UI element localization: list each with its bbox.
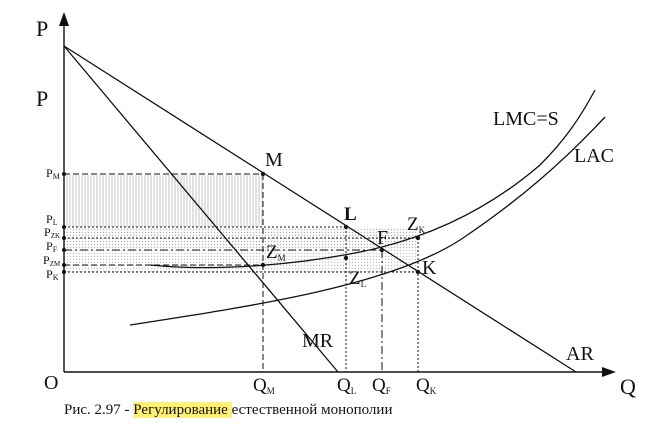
tick-pzm-label: PZM xyxy=(43,253,61,268)
regulated-area-lower xyxy=(64,250,418,272)
y-axis-arrow xyxy=(59,12,69,26)
point-l-marker xyxy=(343,224,349,230)
point-f-marker xyxy=(379,247,385,253)
x-axis-label: Q xyxy=(620,374,636,399)
tick-pk-label: PK xyxy=(46,267,59,282)
tick-pk-marker xyxy=(62,270,66,274)
point-zl-label: ZL xyxy=(349,268,366,289)
point-k-marker xyxy=(415,269,421,275)
caption-highlight: Регулирование xyxy=(133,402,232,418)
point-m-label: M xyxy=(265,149,283,171)
tick-pl-marker xyxy=(62,225,66,229)
lac-label: LAC xyxy=(574,145,614,167)
tick-pf-marker xyxy=(62,248,66,252)
mr-curve xyxy=(63,45,339,373)
lmc-curve xyxy=(149,89,596,269)
lmc-label: LMC=S xyxy=(493,108,559,130)
tick-ql-label: QL xyxy=(337,375,356,396)
point-zk-label: ZK xyxy=(407,214,426,235)
tick-pzm-marker xyxy=(62,263,66,267)
tick-pl-label: PL xyxy=(46,212,58,227)
tick-pm-label: PM xyxy=(46,166,60,181)
point-zm-marker xyxy=(260,262,266,268)
ar-label: AR xyxy=(566,343,594,365)
tick-pzk-label: PZK xyxy=(44,225,60,240)
tick-pf-label: PF xyxy=(46,239,58,254)
tick-pm-marker xyxy=(62,172,66,176)
tick-qk-label: QK xyxy=(416,375,437,396)
ar-curve xyxy=(63,45,577,373)
figure-caption: Рис. 2.97 - Регулирование естественной м… xyxy=(64,402,624,419)
tick-pzk-marker xyxy=(62,236,66,240)
monopoly-profit-area xyxy=(64,175,263,227)
lac-curve xyxy=(129,116,606,326)
origin-label: O xyxy=(44,372,58,394)
y-axis-label: P xyxy=(36,16,48,41)
point-m-marker xyxy=(260,171,266,177)
point-f-label: F xyxy=(377,227,388,249)
point-l-label: L xyxy=(344,204,357,225)
point-zk-marker xyxy=(415,235,421,241)
p-upper-label: P xyxy=(36,86,48,111)
point-k-label: K xyxy=(422,257,437,279)
x-axis-arrow xyxy=(602,367,616,377)
point-zm-label: ZM xyxy=(266,242,286,263)
point-zl-marker xyxy=(343,255,349,261)
mr-label: MR xyxy=(302,330,334,352)
caption-rest: естественной монополии xyxy=(231,402,393,418)
caption-prefix: Рис. 2.97 - xyxy=(64,402,134,418)
tick-qm-label: QM xyxy=(253,375,275,396)
tick-qf-label: QF xyxy=(372,375,391,396)
